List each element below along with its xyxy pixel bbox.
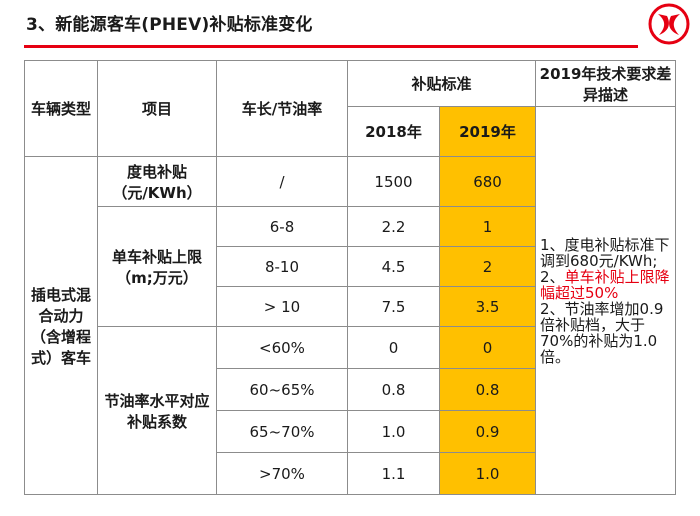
cond-cell: >70% [216, 452, 348, 495]
value-2019: 1.0 [438, 452, 537, 495]
value-2018: 0.8 [347, 368, 440, 411]
dongfeng-logo [648, 3, 690, 45]
subsidy-table: 车辆类型 项目 车长/节油率 补贴标准 2019年技术要求差异描述 2018年 … [24, 60, 677, 495]
title-underline [24, 45, 638, 48]
table-row: 65~70% 1.0 0.9 [25, 410, 676, 453]
diff-description: 1、度电补贴标准下调到680元/KWh; 2、单车补贴上限降幅超过50% 2、节… [535, 106, 677, 495]
table-row: 8-10 4.5 2 [25, 246, 676, 287]
table-row: >70% 1.1 1.0 [25, 452, 676, 495]
header-item: 项目 [97, 60, 217, 157]
value-2018: 2.2 [347, 206, 440, 247]
group-vehicle-cap: 单车补贴上限（m;万元） [97, 206, 217, 327]
cond-cell: 65~70% [216, 410, 348, 453]
group-fuel-coefficient: 节油率水平对应补贴系数 [97, 326, 217, 495]
desc-highlight: 单车补贴上限降幅超过50% [540, 267, 670, 302]
value-2019: 1 [438, 206, 537, 247]
header-vehicle-type: 车辆类型 [24, 60, 98, 157]
value-2018: 7.5 [347, 286, 440, 327]
value-2018: 1.1 [347, 452, 440, 495]
cond-cell: > 10 [216, 286, 348, 327]
desc-line-2: 2、单车补贴上限降幅超过50% [540, 267, 670, 302]
value-2019: 0.8 [438, 368, 537, 411]
value-2019: 0.9 [438, 410, 537, 453]
cond-cell: 60~65% [216, 368, 348, 411]
header-diff-desc: 2019年技术要求差异描述 [535, 60, 677, 107]
cond-cell: / [216, 156, 348, 207]
value-2019: 2 [438, 246, 537, 287]
vehicle-type-cell: 插电式混合动力（含增程式）客车 [24, 156, 98, 495]
value-2019: 3.5 [438, 286, 537, 327]
value-2018: 0 [347, 326, 440, 369]
cond-cell: 6-8 [216, 206, 348, 247]
table-row: > 10 7.5 3.5 [25, 286, 676, 327]
header-year-2018: 2018年 [347, 106, 440, 157]
group-kwh-subsidy: 度电补贴（元/KWh） [97, 156, 217, 207]
value-2018: 1.0 [347, 410, 440, 453]
desc-line-3: 2、节油率增加0.9倍补贴档，大于70%的补贴为1.0倍。 [540, 299, 664, 366]
desc-line-1: 1、度电补贴标准下调到680元/KWh; [540, 235, 670, 270]
header-subsidy-standard: 补贴标准 [346, 60, 537, 107]
table-row: 节油率水平对应补贴系数 <60% 0 0 [25, 326, 676, 495]
slide-title: 3、新能源客车(PHEV)补贴标准变化 [26, 15, 313, 35]
cond-cell: <60% [216, 326, 348, 369]
value-2018: 4.5 [347, 246, 440, 287]
value-2019: 0 [438, 326, 537, 369]
table-row: 60~65% 0.8 0.8 [25, 368, 676, 411]
table-row: 单车补贴上限（m;万元） 6-8 2.2 1 [25, 206, 676, 327]
header-year-2019: 2019年 [438, 106, 537, 157]
cond-cell: 8-10 [216, 246, 348, 287]
value-2018: 1500 [347, 156, 440, 207]
header-length-rate: 车长/节油率 [216, 60, 348, 157]
value-2019: 680 [438, 156, 537, 207]
